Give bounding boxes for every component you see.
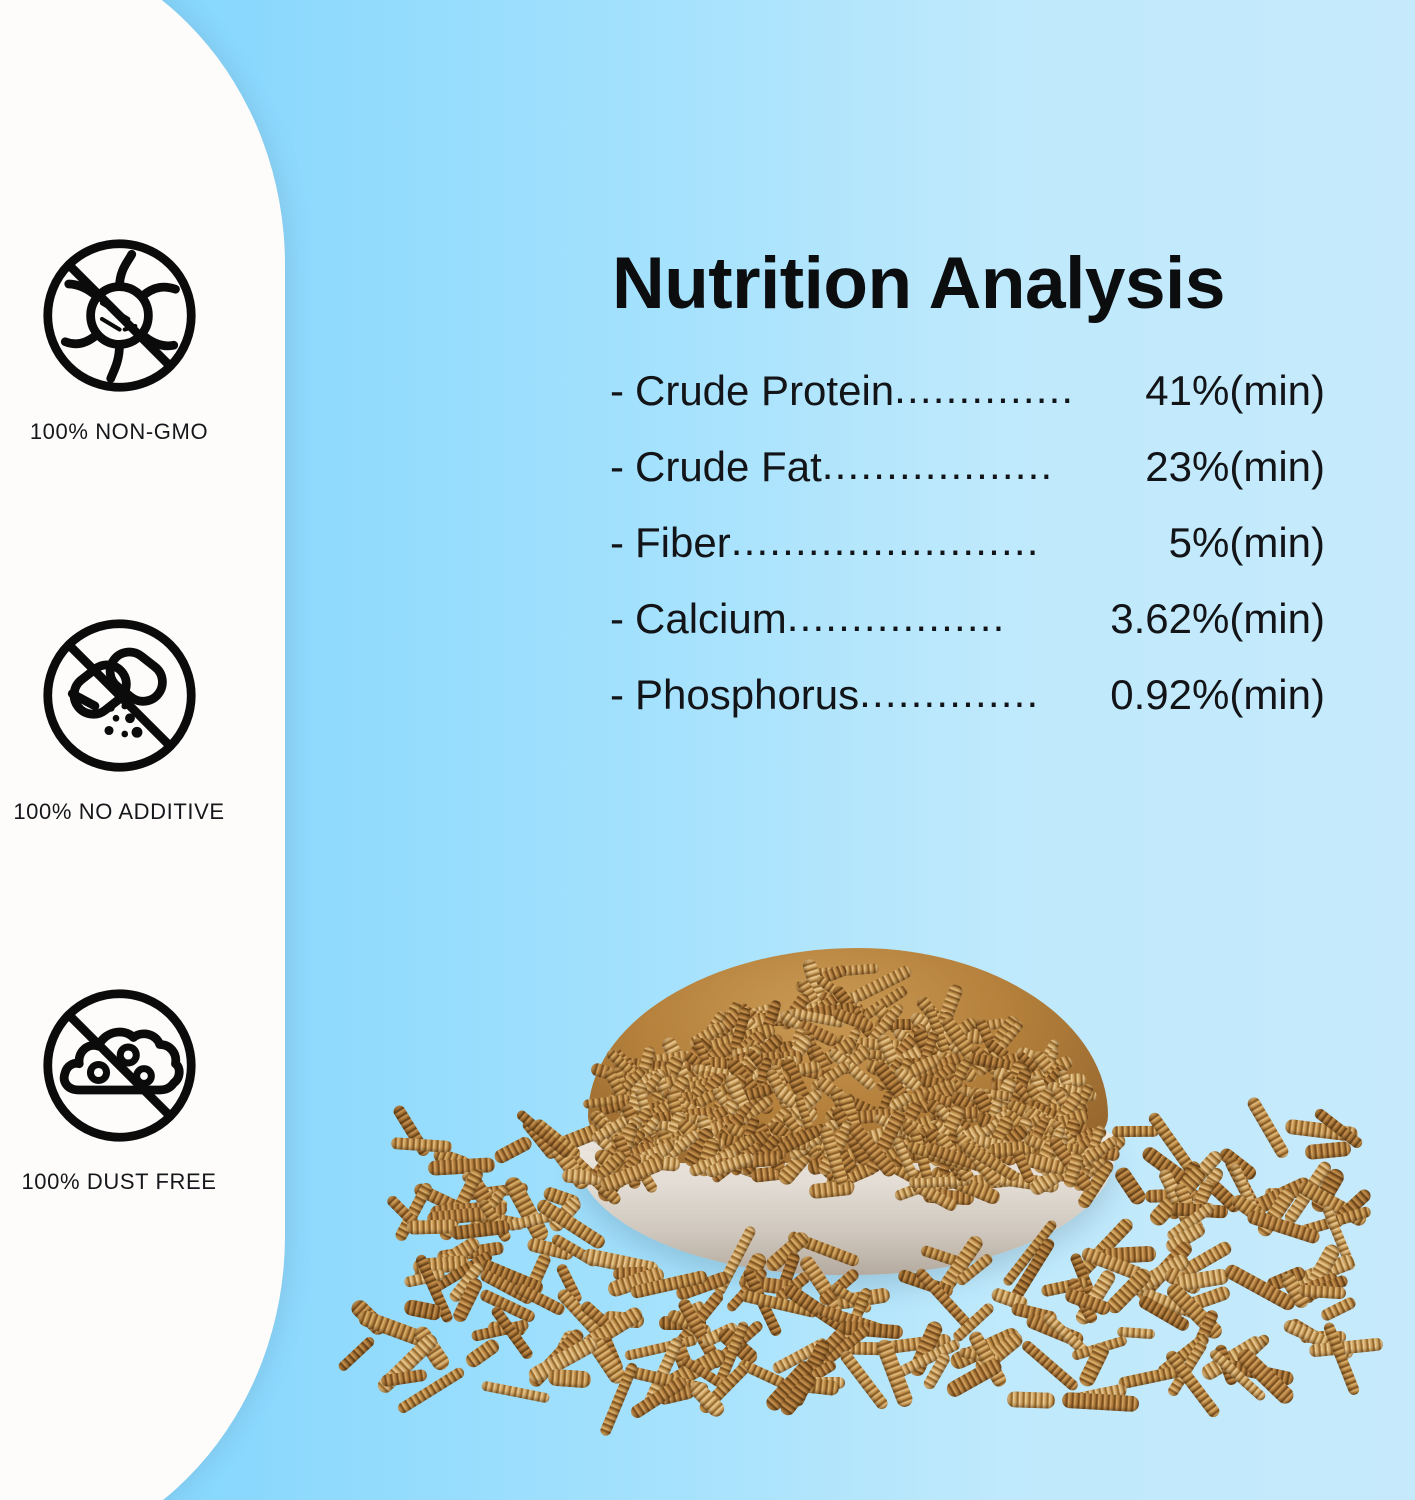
leader-dots: ..............: [894, 366, 1075, 412]
larva: [1111, 1125, 1160, 1137]
nutrient-name: Calcium: [635, 594, 787, 642]
larva: [406, 1219, 458, 1236]
badge-label: 100% DUST FREE: [21, 1169, 217, 1194]
leader-dots: ..................: [821, 442, 1054, 488]
leader-dots: .................: [786, 594, 1006, 640]
badge-non-gmo: 100% NON-GMO: [0, 228, 238, 445]
larva: [1061, 1392, 1139, 1413]
larva: [547, 1368, 593, 1389]
bullet-dash: -: [610, 518, 624, 566]
nutrition-row: - Fiber ........................ 5%(min): [610, 519, 1325, 595]
certification-badge-list: 100% NON-GMO 100% NO: [0, 0, 285, 1500]
bullet-dash: -: [610, 442, 624, 490]
leader-dots: ..............: [859, 670, 1040, 716]
nutrient-name: Fiber: [635, 518, 731, 566]
nutrient-name: Phosphorus: [635, 670, 860, 718]
bullet-dash: -: [610, 670, 624, 718]
no-gmo-icon: [42, 239, 196, 392]
nutrient-value: 0.92%(min): [1110, 670, 1325, 718]
no-dust-icon: [42, 989, 196, 1142]
nutrient-name: Crude Fat: [635, 442, 822, 490]
page-title: Nutrition Analysis: [612, 243, 1225, 324]
badge-no-additive: 100% NO ADDITIVE: [0, 608, 238, 825]
nutrition-row: - Calcium ................. 3.62%(min): [610, 595, 1325, 671]
leader-dots: ........................: [730, 518, 1040, 564]
larva: [1006, 1391, 1056, 1409]
nutrient-value: 3.62%(min): [1110, 594, 1325, 642]
nutrition-row: - Crude Protein .............. 41%(min): [610, 367, 1325, 443]
nutrient-value: 5%(min): [1168, 518, 1325, 566]
badge-label: 100% NON-GMO: [29, 419, 209, 444]
nutrient-value: 41%(min): [1145, 366, 1325, 414]
product-photo: [330, 930, 1384, 1438]
nutrition-list: - Crude Protein .............. 41%(min) …: [610, 367, 1325, 747]
nutrition-row: - Crude Fat .................. 23%(min): [610, 443, 1325, 519]
nutrient-value: 23%(min): [1145, 442, 1325, 490]
nutrition-panel: Nutrition Analysis - Crude Protein .....…: [610, 243, 1325, 747]
larva: [463, 1337, 503, 1371]
badge-label: 100% NO ADDITIVE: [13, 799, 225, 824]
larva: [336, 1335, 377, 1374]
larva: [1319, 1295, 1358, 1323]
badge-dust-free: 100% DUST FREE: [0, 978, 238, 1195]
nutrition-row: - Phosphorus .............. 0.92%(min): [610, 671, 1325, 747]
no-additive-icon: [42, 619, 196, 772]
bullet-dash: -: [610, 594, 624, 642]
bullet-dash: -: [610, 366, 624, 414]
nutrient-name: Crude Protein: [635, 366, 895, 414]
